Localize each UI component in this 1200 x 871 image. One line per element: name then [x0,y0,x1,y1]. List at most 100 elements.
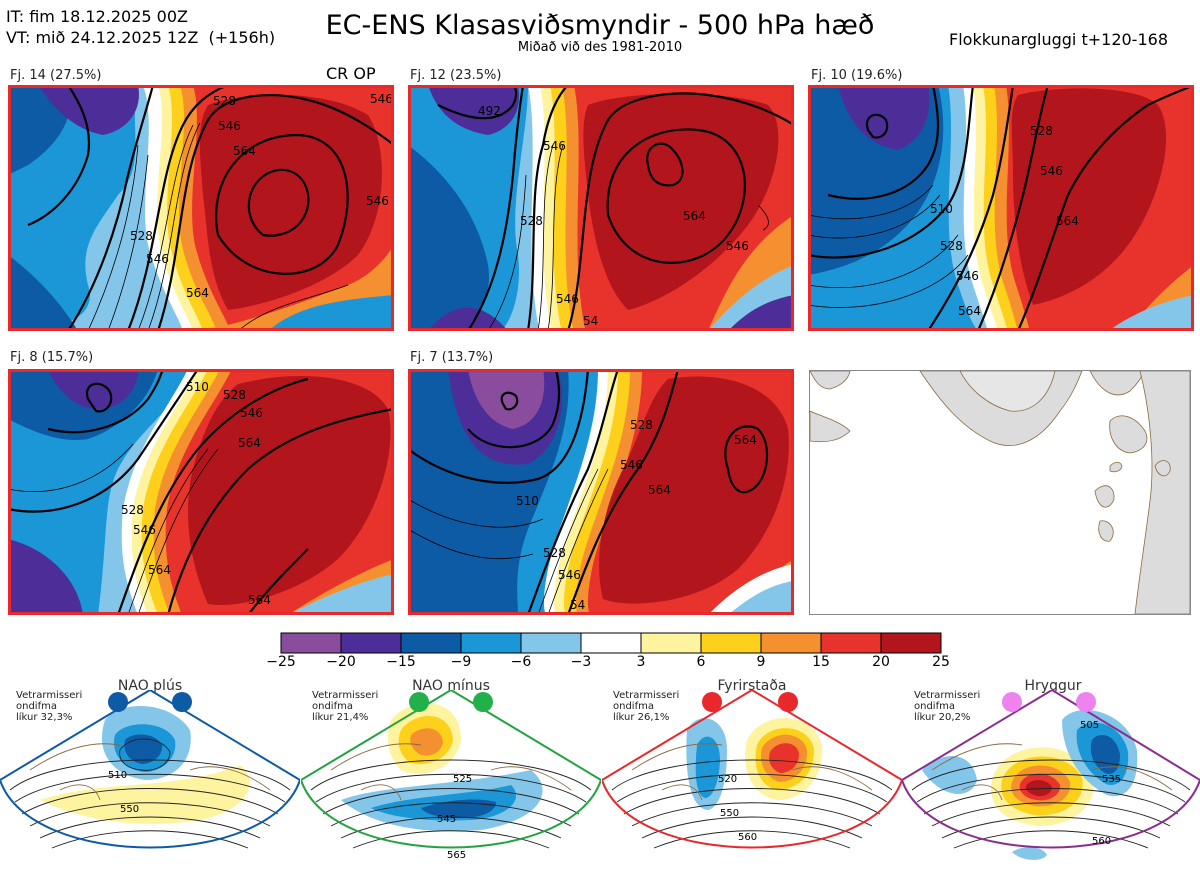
regime-contour-label: 545 [437,814,456,825]
classification-window: Flokkunargluggi t+120-168 [949,30,1168,49]
colorbar-tick-label: −20 [326,654,356,670]
cluster-map-7-svg: 510 528 546 564 546 564 528 54 [408,369,794,615]
regime-blocking-svg: 520 550 560 [602,690,902,849]
colorbar-tick-label: 6 [696,654,706,670]
regime-note-ridge: Vetrarmisseri ondifma líkur 20,2% [914,690,981,723]
cluster-map-8: 510 528 546 564 528 546 564 564 [8,369,394,615]
cluster-map-12: 492 546 528 564 546 546 54 [408,85,794,331]
contour-label: 528 [630,418,653,432]
regime-note-nao-plus: Vetrarmisseri ondifma líkur 32,3% [16,690,83,723]
colorbar-box [700,632,762,654]
regime-contour-label: 505 [1080,720,1099,731]
colorbar-box [280,632,342,654]
contour-label: 546 [726,239,749,253]
regime-name-nao-minus: NAO mínus [412,678,490,694]
contour-label: 528 [130,229,153,243]
regime-note-nao-minus: Vetrarmisseri ondifma líkur 21,4% [312,690,379,723]
header-info: IT: fim 18.12.2025 00Z VT: mið 24.12.202… [6,6,275,48]
regime-ridge: 505 535 560 [902,690,1200,870]
contour-label: 546 [146,252,169,266]
panel-label-8: Fj. 8 (15.7%) [10,350,94,365]
regime-ridge-svg: 505 535 560 [902,690,1200,860]
cluster-map-7: 510 528 546 564 546 564 528 54 [408,369,794,615]
regime-dot [1002,692,1022,712]
regime-dot [702,692,722,712]
cluster-map-10-svg: 528 546 564 510 528 546 564 [808,85,1194,331]
contour-label: 564 [238,436,261,450]
contour-label: 564 [248,593,271,607]
cluster-map-12-svg: 492 546 528 564 546 546 54 [408,85,794,331]
contour-label: 546 [218,119,241,133]
colorbar-tick-label: 9 [756,654,766,670]
regime-name-blocking: Fyrirstaða [717,678,787,694]
contour-label: 528 [223,388,246,402]
regime-contour-label: 510 [108,770,127,781]
colorbar-box [760,632,822,654]
contour-label: 564 [1056,214,1079,228]
colorbar-tick-label: −3 [570,654,592,670]
panel-frame-8 [8,369,394,615]
regime-contour-label: 520 [718,774,737,785]
contour-label: 546 [556,292,579,306]
colorbar-tick-label: −9 [450,654,472,670]
reference-map-svg [810,371,1190,614]
regime-contour-label: 535 [1102,774,1121,785]
page-subtitle: Miðað við des 1981-2010 [517,40,683,55]
cluster-map-10: 528 546 564 510 528 546 564 [808,85,1194,331]
panel-frame-12 [408,85,794,331]
contour-label: 510 [186,380,209,394]
contour-label: 546 [370,92,393,106]
contour-label: 546 [620,458,643,472]
regime-blocking: 520 550 560 [602,690,902,870]
contour-label: 564 [148,563,171,577]
panel-frame-10 [808,85,1194,331]
regime-dot [473,692,493,712]
regime-note-blocking: Vetrarmisseri ondifma líkur 26,1% [613,690,680,723]
colorbar-tick-label: 3 [636,654,646,670]
regime-name-nao-plus: NAO plús [117,678,183,694]
contour-label: 528 [1030,124,1053,138]
colorbar-tick-label: 15 [812,654,830,670]
colorbar-tick-label: 25 [932,654,950,670]
panel-label-14: Fj. 14 (27.5%) [10,68,102,83]
contour-label: 510 [516,494,539,508]
regime-dot [108,692,128,712]
contour-label: 528 [520,214,543,228]
colorbar-box [580,632,642,654]
regime-name-ridge: Hryggur [1024,678,1082,694]
contour-label: 564 [186,286,209,300]
regime-dot [1076,692,1096,712]
colorbar-boxes [280,632,942,654]
contour-label: 546 [1040,164,1063,178]
colorbar: −25 −20 −15 −9 −6 −3 3 6 9 15 20 25 [266,632,950,670]
regime-nao-plus-svg: 510 550 [0,690,300,849]
regime-contour-label: 525 [453,774,472,785]
colorbar-box [880,632,942,654]
contour-label: 564 [734,433,757,447]
contour-label: 564 [958,304,981,318]
contour-label: 528 [543,546,566,560]
colorbar-tick-label: 20 [872,654,890,670]
contour-label: 528 [213,94,236,108]
panel-label-7: Fj. 7 (13.7%) [410,350,494,365]
contour-label: 546 [366,194,389,208]
panel-label-12: Fj. 12 (23.5%) [410,68,502,83]
contour-label: 546 [240,406,263,420]
valid-time: VT: mið 24.12.2025 12Z (+156h) [6,28,276,47]
contour-label: 564 [233,144,256,158]
cluster-map-14-svg: 528 546 564 546 528 546 564 546 [8,85,394,331]
crop-label: CR OP [326,64,376,83]
colorbar-box [460,632,522,654]
regime-dot [778,692,798,712]
colorbar-svg [280,632,942,654]
colorbar-box [340,632,402,654]
colorbar-box [640,632,702,654]
contour-label: 546 [543,139,566,153]
contour-label: 510 [930,202,953,216]
colorbar-box [400,632,462,654]
issue-time: IT: fim 18.12.2025 00Z [6,7,188,26]
contour-label: 54 [570,598,585,612]
panel-label-10: Fj. 10 (19.6%) [811,68,903,83]
colorbar-box [520,632,582,654]
contour-label: 528 [940,239,963,253]
